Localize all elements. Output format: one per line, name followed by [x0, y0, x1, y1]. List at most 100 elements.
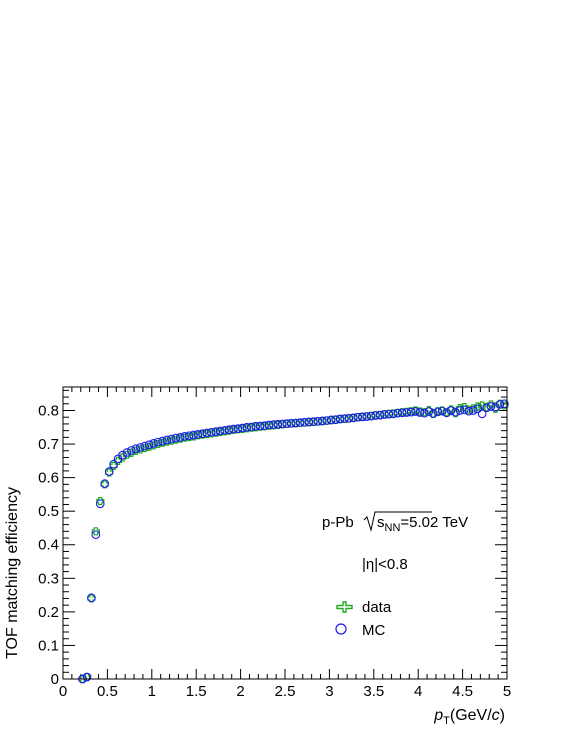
mc-point: [251, 421, 261, 431]
mc-point: [202, 428, 212, 438]
mc-point: [491, 402, 500, 412]
mc-point: [180, 431, 190, 441]
mc-point: [460, 405, 469, 415]
x-axis-title-var: p: [433, 707, 443, 724]
mc-point: [437, 406, 447, 416]
mc-point: [402, 408, 412, 417]
mc-point: [295, 418, 305, 427]
mc-point: [349, 413, 358, 423]
legend-marker-data: [336, 601, 353, 613]
energy-var: s: [377, 514, 385, 531]
mc-point: [415, 408, 425, 417]
mc-point: [127, 446, 136, 455]
x-axis-title-unit-post: ): [500, 707, 505, 724]
mc-point: [499, 399, 509, 409]
mc-point: [104, 467, 114, 476]
mc-point: [184, 431, 194, 441]
mc-point: [87, 593, 96, 603]
legend-label-mc: MC: [362, 622, 385, 639]
mc-point: [393, 408, 403, 418]
energy-value: =5.02 TeV: [400, 514, 468, 531]
mc-point: [246, 422, 256, 432]
mc-point: [309, 417, 318, 426]
y-tick-label: 0.8: [38, 402, 59, 419]
mc-point: [198, 429, 207, 439]
mc-point: [206, 427, 216, 437]
mc-point: [340, 414, 349, 423]
mc-point: [166, 434, 176, 444]
mc-point: [95, 499, 105, 509]
mc-point: [291, 418, 301, 428]
mc-point: [242, 422, 252, 432]
mc-point: [433, 407, 443, 417]
mc-point: [109, 459, 118, 469]
mc-point: [406, 407, 416, 417]
mc-point: [464, 406, 474, 416]
x-axis-title-unit-pre: (GeV/: [450, 707, 492, 724]
y-tick-label: 0.1: [38, 637, 59, 654]
mc-point: [486, 402, 496, 411]
mc-point: [175, 432, 185, 442]
mc-point: [255, 421, 265, 431]
x-tick-label: 2.5: [275, 683, 296, 700]
data-point: [105, 468, 114, 477]
legend: data MC: [335, 599, 392, 639]
mc-point: [131, 444, 141, 454]
mc-point: [277, 419, 287, 429]
y-tick-label: 0.6: [38, 470, 59, 487]
data-point: [451, 409, 460, 418]
legend-marker-mc: [335, 623, 347, 635]
x-tick-label: 0: [59, 683, 67, 700]
mc-point: [371, 411, 380, 420]
plot-frame: [62, 386, 508, 680]
mc-point: [331, 415, 340, 424]
mc-point: [286, 418, 296, 428]
x-tick-label: 2: [236, 683, 244, 700]
system-label: p-Pb: [322, 514, 354, 531]
mc-point: [446, 406, 456, 415]
mc-point: [477, 409, 487, 419]
mc-point: [189, 430, 198, 440]
x-axis-title-sub: T: [443, 715, 450, 727]
legend-label-data: data: [362, 599, 392, 616]
mc-point: [193, 429, 203, 439]
mc-point: [335, 414, 345, 424]
mc-point: [482, 403, 491, 413]
svg-text:sNN=5.02 TeV: sNN=5.02 TeV: [377, 514, 468, 534]
mc-point: [344, 413, 354, 423]
mc-point: [326, 415, 336, 425]
y-tick-label: 0.4: [38, 537, 59, 554]
mc-point: [468, 406, 478, 415]
mc-point: [273, 419, 283, 429]
mc-point: [322, 416, 332, 425]
mc-point: [260, 421, 269, 430]
x-tick-label: 4.5: [452, 683, 473, 700]
mc-point: [282, 419, 292, 428]
mc-point: [224, 425, 234, 434]
data-point: [478, 401, 487, 410]
x-tick-label: 1.5: [186, 683, 207, 700]
x-axis-title: pT(GeV/c): [433, 707, 505, 727]
mc-point: [362, 412, 372, 421]
mc-point: [424, 407, 434, 416]
mc-point: [162, 435, 172, 445]
series-mc: [78, 399, 509, 684]
mc-point: [233, 424, 243, 433]
svg-text:p-Pb: p-Pb: [322, 514, 354, 531]
mc-point: [220, 425, 229, 435]
axis-ticks: [62, 387, 508, 680]
mc-point: [140, 441, 150, 451]
mc-point: [366, 411, 376, 421]
mc-point: [229, 424, 238, 434]
mc-point: [149, 439, 158, 448]
mc-point: [100, 479, 110, 489]
mc-point: [397, 408, 407, 418]
x-tick-labels: 0 0.5 1 1.5 2 2.5 3 3.5 4 4.5 5: [59, 683, 511, 700]
y-axis-title: TOF matching efficiency: [4, 487, 21, 659]
mc-point: [238, 423, 247, 433]
mc-point: [264, 420, 274, 430]
mc-point: [388, 409, 398, 419]
mc-point: [420, 408, 429, 418]
mc-point: [442, 408, 451, 418]
